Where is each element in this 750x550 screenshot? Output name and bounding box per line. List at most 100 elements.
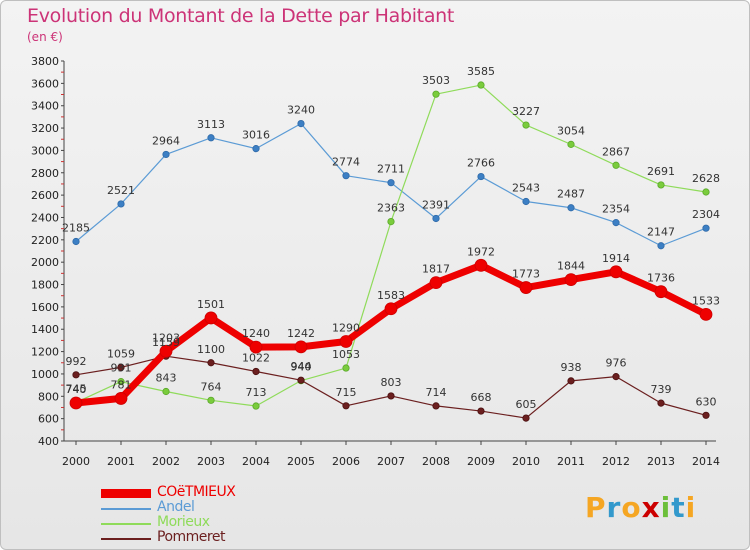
x-tick-label: 2008 (422, 455, 450, 468)
data-label-pommeret: 715 (336, 386, 357, 399)
data-point-morieux (702, 188, 710, 196)
axes: 400 600 800 1000 1200 1400 1600 1800 2000 2200 240… (31, 55, 720, 468)
y-tick-label: 2400 (31, 211, 59, 224)
data-label-morieux: 2363 (377, 202, 405, 215)
y-tick-label: 2600 (31, 189, 59, 202)
x-tick-label: 2009 (467, 455, 495, 468)
x-tick-label: 2000 (62, 455, 90, 468)
y-tick-label: 600 (38, 413, 59, 426)
x-tick-label: 2014 (692, 455, 720, 468)
y-tick-label: 3600 (31, 77, 59, 90)
y-tick-label: 3000 (31, 144, 59, 157)
data-point-cotmieux (249, 340, 263, 354)
y-tick-label: 1800 (31, 279, 59, 292)
x-tick-label: 2013 (647, 455, 675, 468)
data-label-cotmieux: 1240 (242, 327, 270, 340)
data-point-pommeret (342, 402, 350, 410)
data-label-morieux: 3503 (422, 74, 450, 87)
data-label-pommeret: 714 (426, 386, 447, 399)
y-tick-label: 2000 (31, 256, 59, 269)
data-point-cotmieux (159, 344, 173, 358)
data-label-pommeret: 1059 (107, 347, 135, 360)
legend-swatch-andel (101, 508, 151, 510)
x-tick-label: 2005 (287, 455, 315, 468)
data-point-andel (207, 134, 215, 142)
chart-title: Evolution du Montant de la Dette par Hab… (27, 5, 455, 27)
data-point-cotmieux (654, 285, 668, 299)
legend-label-andel: Andel (157, 499, 195, 515)
logo-letter: t (671, 491, 686, 524)
data-point-cotmieux (204, 311, 218, 325)
data-point-morieux (342, 364, 350, 372)
data-point-pommeret (207, 359, 215, 367)
data-label-morieux: 3227 (512, 105, 540, 118)
data-label-morieux: 713 (246, 386, 267, 399)
data-label-cotmieux: 1533 (692, 294, 720, 307)
data-label-morieux: 940 (291, 361, 312, 374)
data-label-pommeret: 630 (696, 395, 717, 408)
logo-letter: i (685, 491, 697, 524)
data-label-andel: 2774 (332, 156, 360, 169)
data-label-morieux: 931 (111, 362, 132, 375)
data-point-pommeret (432, 402, 440, 410)
data-point-andel (567, 204, 575, 212)
y-tick-label: 1200 (31, 346, 59, 359)
data-label-morieux: 2628 (692, 172, 720, 185)
data-label-pommeret: 976 (606, 357, 627, 370)
y-tick-label: 3200 (31, 122, 59, 135)
data-label-andel: 3016 (242, 129, 270, 142)
y-tick-label: 1000 (31, 368, 59, 381)
data-point-morieux (207, 396, 215, 404)
x-tick-label: 2011 (557, 455, 585, 468)
chart-unit-label: (en €) (27, 30, 63, 44)
data-label-cotmieux: 1242 (287, 327, 315, 340)
data-label-morieux: 3054 (557, 124, 585, 137)
data-point-cotmieux (609, 265, 623, 279)
data-label-pommeret: 605 (516, 398, 537, 411)
y-tick-label: 3800 (31, 55, 59, 68)
data-point-morieux (657, 181, 665, 189)
data-point-pommeret (657, 399, 665, 407)
data-label-andel: 2543 (512, 181, 540, 194)
data-label-morieux: 764 (201, 380, 222, 393)
data-label-pommeret: 803 (381, 376, 402, 389)
legend-item-cotmieux: COëTMIEUX (101, 484, 321, 501)
legend-label-cotmieux: COëTMIEUX (157, 484, 236, 500)
data-point-andel (162, 150, 170, 159)
data-point-morieux (477, 81, 485, 89)
legend-label-pommeret: Pommeret (157, 529, 225, 545)
data-label-morieux: 1053 (332, 348, 360, 361)
data-label-pommeret: 992 (66, 355, 87, 368)
data-point-andel (387, 179, 395, 187)
y-tick-label: 1600 (31, 301, 59, 314)
data-point-pommeret (387, 392, 395, 400)
data-point-pommeret (297, 376, 305, 384)
data-label-andel: 2711 (377, 163, 405, 176)
data-point-cotmieux (69, 396, 83, 410)
x-tick-label: 2004 (242, 455, 270, 468)
data-label-morieux: 2867 (602, 145, 630, 158)
data-point-cotmieux (564, 273, 578, 287)
data-point-andel (702, 224, 710, 232)
logo-letter: i (660, 491, 672, 524)
x-tick-label: 2001 (107, 455, 135, 468)
data-label-morieux: 843 (156, 371, 177, 384)
data-point-cotmieux (384, 302, 398, 316)
legend-label-morieux: Morieux (157, 514, 210, 530)
data-label-andel: 2147 (647, 226, 675, 239)
data-point-morieux (432, 90, 440, 98)
y-tick-label: 1400 (31, 323, 59, 336)
data-point-morieux (567, 140, 575, 148)
data-point-cotmieux (474, 258, 488, 272)
legend-swatch-pommeret (101, 538, 151, 540)
data-point-pommeret (117, 363, 125, 371)
logo-letter: o (621, 491, 642, 524)
data-label-cotmieux: 1501 (197, 298, 225, 311)
legend-swatch-morieux (101, 523, 151, 525)
data-label-cotmieux: 1817 (422, 263, 450, 276)
data-label-cotmieux: 1773 (512, 268, 540, 281)
logo-letter: x (641, 491, 661, 524)
legend-swatch-cotmieux (101, 489, 151, 498)
data-label-pommeret: 1100 (197, 343, 225, 356)
